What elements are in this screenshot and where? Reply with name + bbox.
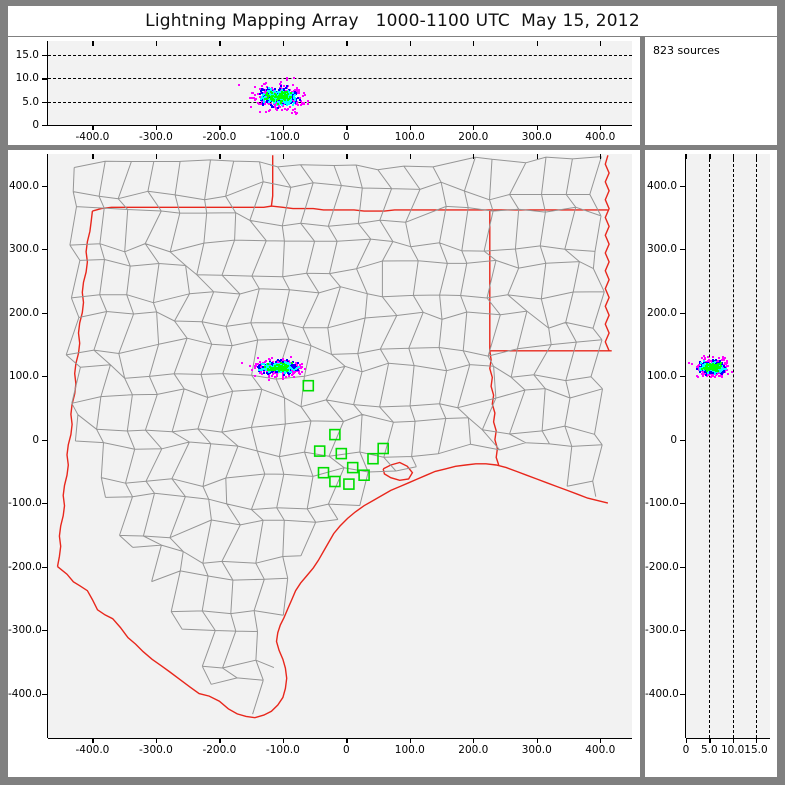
x-tick-label: 100.0 (394, 131, 425, 143)
altitude-vs-north-panel: 0 5.0 10.0 15.0 -400.0 -300.0 -200.0 -100.0 0 100… (645, 150, 777, 777)
texas-map (56, 155, 612, 719)
state-border (604, 155, 610, 352)
x-tick-label: 100.0 (394, 744, 425, 756)
x-tick-label: -400.0 (75, 744, 110, 756)
y-tick-label: 300.0 (646, 243, 677, 256)
y-tick-label: 15.0 (15, 49, 39, 61)
state-border (489, 209, 612, 352)
source-point-cloud (48, 154, 632, 738)
x-tick-label: 200.0 (458, 744, 489, 756)
x-tick-label: -200.0 (202, 131, 237, 143)
y-tick-label: -200.0 (645, 560, 679, 573)
y-tick-label: -400.0 (8, 687, 42, 700)
lma-station-marker[interactable] (346, 461, 359, 474)
page-title: Lightning Mapping Array 1000-1100 UTC Ma… (145, 11, 640, 31)
lma-station-marker[interactable] (329, 428, 341, 441)
state-border (271, 205, 608, 212)
x-tick-label: 0 (343, 131, 350, 143)
lma-station-marker[interactable] (367, 452, 379, 465)
x-tick-label: -200.0 (202, 744, 237, 756)
state-border (382, 461, 414, 482)
source-point-cloud (48, 41, 632, 125)
plan-view-plot[interactable] (48, 154, 632, 738)
y-tick-label: 200.0 (646, 306, 677, 319)
y-tick-label: 5.0 (22, 95, 39, 108)
x-tick-label: 300.0 (521, 131, 552, 143)
x-tick-label: 10.0 (720, 744, 745, 756)
y-tick-label: -100.0 (645, 497, 679, 510)
source-point-cloud (686, 154, 770, 738)
y-tick-label: -400.0 (645, 687, 679, 700)
x-tick-label: 15.0 (744, 744, 768, 756)
lma-station-marker[interactable] (358, 469, 370, 482)
x-tick-label: 200.0 (458, 131, 489, 143)
altitude-vs-east-panel: -400.0 -300.0 -200.0 -100.0 0 100.0 200.0 300.0… (8, 37, 640, 145)
altitude-vs-east-plot[interactable] (48, 41, 632, 125)
lma-station-marker[interactable] (329, 475, 341, 488)
lma-station-marker[interactable] (343, 478, 355, 490)
x-tick-label: 300.0 (521, 744, 552, 756)
x-tick-label: 0 (682, 744, 690, 756)
state-border (92, 155, 274, 212)
y-tick-label: 100.0 (646, 370, 677, 383)
source-count-label: 823 sources (653, 44, 720, 57)
y-tick-label: 300.0 (8, 243, 39, 256)
lma-station-marker[interactable] (317, 466, 330, 479)
y-tick-label: 100.0 (8, 370, 39, 383)
y-tick-label: 400.0 (646, 179, 677, 192)
x-tick-label: 400.0 (585, 131, 616, 143)
y-tick-label: 10.0 (15, 72, 39, 85)
y-tick-label: 400.0 (8, 179, 39, 192)
y-tick-label: 0 (32, 433, 39, 446)
altitude-vs-north-plot[interactable] (686, 154, 770, 738)
y-tick-label: 0 (32, 119, 39, 131)
lma-station-marker[interactable] (335, 447, 348, 460)
x-tick-label: -400.0 (75, 131, 110, 143)
lma-station-marker[interactable] (313, 445, 326, 457)
lma-station-marker[interactable] (377, 442, 390, 455)
x-tick-label: 0 (343, 744, 350, 756)
y-tick-label: -200.0 (8, 560, 42, 573)
state-border (57, 463, 609, 719)
x-tick-label: -300.0 (138, 131, 173, 143)
plan-view-panel: -400.0 -300.0 -200.0 -100.0 0 100.0 200.0 300.0… (8, 150, 640, 777)
x-tick-label: -100.0 (265, 131, 300, 143)
y-tick-label: -100.0 (8, 497, 42, 510)
x-tick-label: 5.0 (700, 744, 718, 756)
y-tick-label: -300.0 (645, 624, 679, 637)
lma-station-marker[interactable] (302, 379, 315, 392)
title-bar: Lightning Mapping Array 1000-1100 UTC Ma… (8, 6, 777, 36)
y-tick-label: 200.0 (8, 306, 39, 319)
county-border (65, 156, 605, 715)
x-tick-label: -100.0 (265, 744, 300, 756)
x-tick-label: 400.0 (585, 744, 616, 756)
x-tick-label: -300.0 (138, 744, 173, 756)
y-tick-label: 0 (670, 433, 677, 446)
source-count-panel: 823 sources (645, 37, 777, 145)
y-tick-label: -300.0 (8, 624, 42, 637)
